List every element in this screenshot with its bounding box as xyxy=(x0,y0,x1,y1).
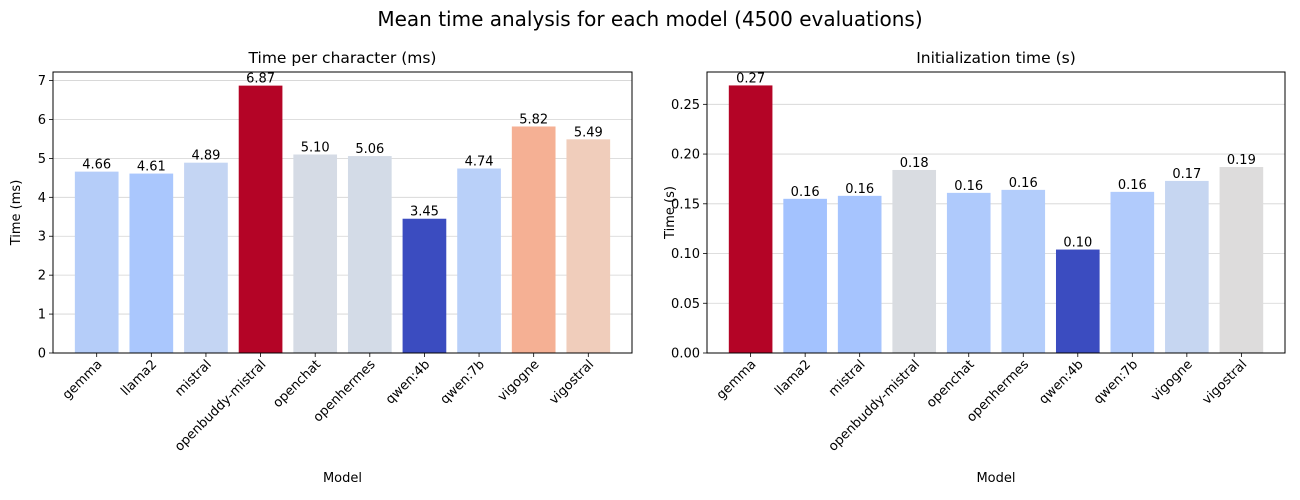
bar-openbuddy-mistral xyxy=(238,85,283,353)
bar-openhermes xyxy=(347,156,392,353)
data-label-qwen-4b: 3.45 xyxy=(410,205,439,220)
bar-gemma xyxy=(74,171,119,353)
y-tick-label-5: 5 xyxy=(38,152,46,167)
y-tick-label-7: 7 xyxy=(38,74,46,89)
data-label-gemma: 4.66 xyxy=(82,158,111,173)
x-tick-label-mistral: mistral xyxy=(172,357,214,399)
data-label-mistral: 4.89 xyxy=(191,149,220,164)
chart-panel-2: 0.27 0.16 0.16 0.18 0.16 0.16 0.10 0.16 0.17 0.19… xyxy=(663,49,1286,486)
x-tick-label-openbuddy-mistral: openbuddy-mistral xyxy=(826,357,923,454)
y-tick-label-1: 1 xyxy=(38,308,46,323)
x-tick-label-mistral: mistral xyxy=(826,357,868,399)
data-label-mistral: 0.16 xyxy=(845,182,874,197)
data-label-openhermes: 0.16 xyxy=(1009,176,1038,191)
chart-title: Initialization time (s) xyxy=(916,49,1076,67)
data-label-vigogne: 0.17 xyxy=(1172,167,1201,182)
data-label-openchat: 0.16 xyxy=(954,179,983,194)
x-tick-label-vigogne: vigogne xyxy=(495,357,542,404)
bar-llama2 xyxy=(129,173,174,353)
data-label-vigostral: 0.19 xyxy=(1227,153,1256,168)
x-tick-label-qwen-4b: qwen:4b xyxy=(383,357,433,407)
bar-vigostral xyxy=(1219,166,1264,353)
data-label-llama2: 4.61 xyxy=(137,160,166,175)
bar-llama2 xyxy=(783,198,827,353)
bar-vigogne xyxy=(1165,180,1209,353)
bar-qwen-7b xyxy=(457,168,501,353)
bar-qwen-4b xyxy=(402,218,447,353)
bar-gemma xyxy=(728,85,773,354)
data-label-qwen-7b: 0.16 xyxy=(1118,178,1147,193)
bar-qwen-7b xyxy=(1110,191,1155,353)
data-label-qwen-4b: 0.10 xyxy=(1063,236,1092,251)
y-tick-label-4: 4 xyxy=(38,191,46,206)
x-axis-label: Model xyxy=(323,471,362,486)
y-tick-label-0: 0.00 xyxy=(671,347,700,362)
data-label-openhermes: 5.06 xyxy=(355,142,384,157)
x-tick-label-llama2: llama2 xyxy=(118,357,160,399)
x-tick-label-gemma: gemma xyxy=(714,357,760,403)
data-label-openchat: 5.10 xyxy=(301,141,330,156)
data-label-vigogne: 5.82 xyxy=(519,112,548,127)
figure-title: Mean time analysis for each model (4500 … xyxy=(377,7,922,31)
data-label-openbuddy-mistral: 6.87 xyxy=(246,72,275,87)
data-label-vigostral: 5.49 xyxy=(574,125,603,140)
bar-openbuddy-mistral xyxy=(892,169,937,353)
y-tick-label-3: 3 xyxy=(38,230,46,245)
x-tick-label-qwen-7b: qwen:7b xyxy=(438,357,488,407)
y-tick-label-3: 0.15 xyxy=(671,197,700,212)
x-tick-label-openchat: openchat xyxy=(924,357,978,411)
plot-frame xyxy=(706,71,1286,354)
x-tick-label-llama2: llama2 xyxy=(772,357,814,399)
data-label-llama2: 0.16 xyxy=(791,185,820,200)
plot-frame xyxy=(52,71,633,354)
x-tick-label-openbuddy-mistral: openbuddy-mistral xyxy=(172,357,269,454)
x-axis-label: Model xyxy=(976,471,1015,486)
data-label-gemma: 0.27 xyxy=(736,71,765,86)
bar-vigogne xyxy=(511,126,556,353)
bar-vigostral xyxy=(566,139,611,353)
bar-openhermes xyxy=(1001,189,1046,353)
bar-openchat xyxy=(293,154,338,353)
x-tick-label-vigogne: vigogne xyxy=(1148,357,1195,404)
y-axis-label: Time (s) xyxy=(663,186,678,240)
bar-openchat xyxy=(946,192,991,353)
x-tick-label-openchat: openchat xyxy=(270,357,324,411)
y-tick-label-4: 0.20 xyxy=(671,148,700,163)
x-tick-label-vigostral: vigostral xyxy=(547,357,597,407)
y-axis-label: Time (ms) xyxy=(9,180,24,247)
x-tick-label-gemma: gemma xyxy=(60,357,106,403)
y-tick-label-2: 0.10 xyxy=(671,247,700,262)
y-tick-label-5: 0.25 xyxy=(671,98,700,113)
bar-mistral xyxy=(184,162,228,353)
y-tick-label-1: 0.05 xyxy=(671,297,700,312)
chart-panel-1: 4.66 4.61 4.89 6.87 5.10 5.06 3.45 4.74 5.82 5.49… xyxy=(9,49,633,486)
y-tick-label-0: 0 xyxy=(38,347,46,362)
data-label-qwen-7b: 4.74 xyxy=(465,155,494,170)
chart-panels: 4.66 4.61 4.89 6.87 5.10 5.06 3.45 4.74 5.82 5.49… xyxy=(9,49,1286,486)
bar-mistral xyxy=(837,195,882,353)
x-tick-label-qwen-7b: qwen:7b xyxy=(1091,357,1141,407)
y-tick-label-2: 2 xyxy=(38,269,46,284)
bar-qwen-4b xyxy=(1055,249,1100,353)
x-tick-label-vigostral: vigostral xyxy=(1200,357,1250,407)
x-tick-label-qwen-4b: qwen:4b xyxy=(1036,357,1086,407)
y-tick-label-6: 6 xyxy=(38,113,46,128)
chart-title: Time per character (ms) xyxy=(248,49,437,67)
data-label-openbuddy-mistral: 0.18 xyxy=(900,156,929,171)
